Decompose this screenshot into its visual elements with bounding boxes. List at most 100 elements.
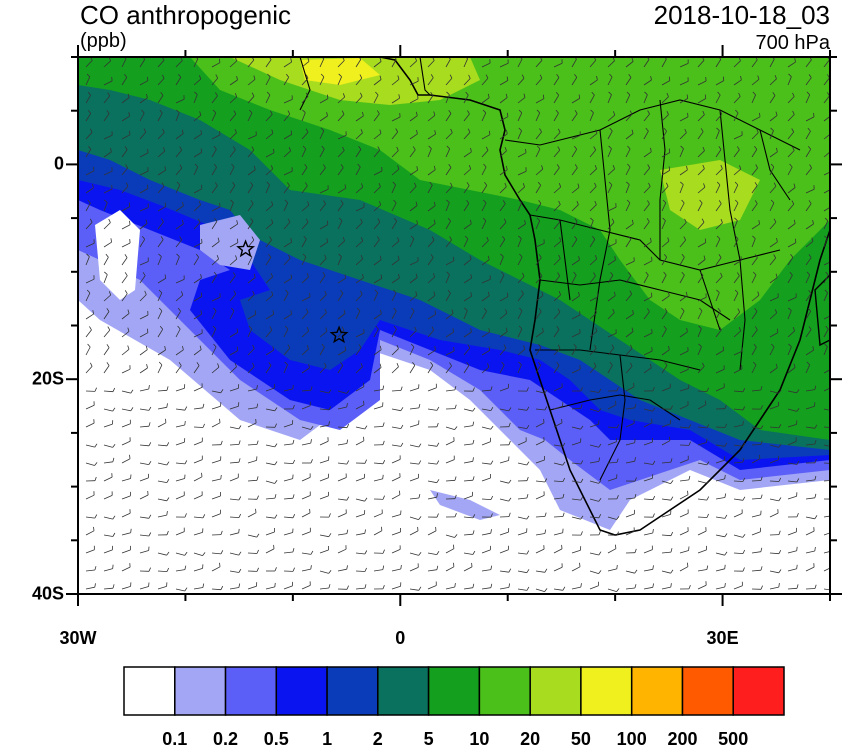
wind-barb <box>103 222 111 230</box>
wind-barb <box>265 365 272 374</box>
wind-barb-flag <box>364 584 367 589</box>
wind-barb-flag <box>470 292 472 297</box>
wind-barb <box>715 552 725 556</box>
wind-barb <box>157 169 166 176</box>
wind-barb <box>193 257 200 266</box>
wind-barb-flag <box>630 362 633 367</box>
wind-barb-flag <box>667 291 670 296</box>
wind-barb <box>733 461 743 464</box>
wind-barb <box>139 170 149 176</box>
wind-barb-flag <box>557 146 561 151</box>
wind-barb <box>211 149 217 158</box>
wind-barb <box>427 480 437 484</box>
wind-barb <box>607 114 616 122</box>
wind-barb-flag <box>215 92 218 97</box>
wind-barb-flag <box>250 200 254 204</box>
wind-barb-flag <box>178 362 182 366</box>
wind-barb <box>481 279 491 284</box>
wind-barb <box>337 76 342 86</box>
wind-barb-flag <box>472 387 475 392</box>
wind-barb <box>391 78 400 86</box>
wind-barb <box>247 59 255 68</box>
wind-barb-flag <box>158 289 163 294</box>
wind-barb-flag <box>778 569 782 574</box>
wind-barb <box>517 462 527 466</box>
wind-barb-flag <box>488 328 490 333</box>
wind-barb-flag <box>127 309 130 314</box>
wind-barb-flag <box>702 362 705 367</box>
wind-barb <box>193 459 203 464</box>
wind-barb <box>139 314 149 320</box>
wind-barb <box>625 293 633 302</box>
wind-barb-flag <box>328 406 332 411</box>
wind-barb-flag <box>360 237 364 242</box>
wind-barb <box>157 586 167 590</box>
wind-barb <box>697 202 703 212</box>
wind-barb-flag <box>680 181 684 185</box>
wind-barb-flag <box>213 343 217 348</box>
wind-barb-flag <box>397 237 400 242</box>
wind-barb-flag <box>324 254 327 259</box>
wind-barb <box>607 426 618 429</box>
wind-barb <box>517 293 524 302</box>
wind-barb <box>391 131 399 140</box>
wind-barb-flag <box>201 472 203 477</box>
wind-barb-flag <box>544 478 548 483</box>
wind-barb-flag <box>342 237 345 242</box>
wind-barb-flag <box>124 73 128 78</box>
wind-barb <box>193 552 203 556</box>
wind-barb <box>535 77 543 86</box>
wind-barb-flag <box>757 291 760 296</box>
wind-barb <box>733 112 739 122</box>
wind-barb <box>229 587 239 590</box>
wind-barb-flag <box>202 583 205 588</box>
wind-barb-flag <box>233 290 237 295</box>
wind-barb <box>103 170 113 176</box>
wind-barb <box>229 310 235 320</box>
wind-barb <box>319 330 328 338</box>
wind-barb-flag <box>252 362 255 367</box>
wind-barb-flag <box>360 128 363 133</box>
wind-barb-flag <box>364 529 366 534</box>
wind-barb-flag <box>488 346 491 351</box>
wind-barb <box>283 551 293 554</box>
wind-barb <box>679 426 689 429</box>
wind-barb <box>805 329 812 338</box>
wind-barb <box>337 390 347 394</box>
wind-barb <box>553 422 563 428</box>
wind-barb-flag <box>238 425 242 430</box>
wind-barb-flag <box>379 345 382 350</box>
wind-barb <box>769 346 775 356</box>
wind-barb-flag <box>164 166 166 171</box>
wind-barb <box>427 444 437 447</box>
wind-barb <box>409 205 418 212</box>
wind-barb-flag <box>179 146 183 151</box>
wind-barb <box>229 258 238 266</box>
wind-barb-flag <box>184 406 188 411</box>
wind-barb-flag <box>377 146 381 151</box>
wind-barb-flag <box>449 362 452 367</box>
wind-barb <box>139 239 146 248</box>
wind-barb <box>211 77 219 86</box>
wind-barb-flag <box>598 408 602 412</box>
colorbar-swatch <box>275 666 328 716</box>
wind-barb <box>517 328 523 338</box>
wind-barb <box>193 166 199 176</box>
wind-barb <box>319 440 329 446</box>
wind-barb-flag <box>430 254 434 258</box>
wind-barb <box>679 310 685 320</box>
wind-barb <box>121 512 131 518</box>
wind-barb-flag <box>320 127 325 132</box>
wind-barb-flag <box>652 583 654 588</box>
wind-barb <box>157 329 164 338</box>
wind-barb <box>121 206 130 212</box>
wind-barb <box>373 221 381 230</box>
wind-barb <box>769 241 778 248</box>
wind-barb-flag <box>759 112 761 117</box>
wind-barb <box>787 441 797 446</box>
wind-barb-flag <box>302 253 307 258</box>
wind-barb-flag <box>344 184 347 189</box>
wind-barb-flag <box>393 199 397 204</box>
wind-barb-flag <box>200 274 202 279</box>
wind-barb-flag <box>523 345 526 350</box>
